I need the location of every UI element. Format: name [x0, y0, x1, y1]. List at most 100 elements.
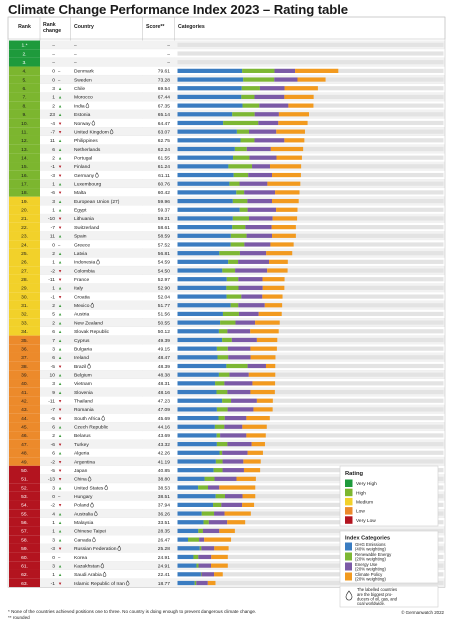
- score-label: 36.26: [158, 511, 171, 517]
- rank-cell: [9, 474, 40, 484]
- bar-energy-use: [254, 138, 285, 143]
- country-label: Sweden: [74, 77, 92, 83]
- rank-change-value: 7: [52, 338, 55, 344]
- rank-label: 58.: [21, 537, 28, 543]
- bar-ghg: [177, 528, 199, 534]
- score-track: [177, 198, 444, 204]
- bar-renewable: [218, 372, 230, 377]
- rank-label: 19.: [21, 199, 28, 205]
- note-text-line: are the biggest pro-: [357, 592, 393, 597]
- bar-ghg: [177, 520, 204, 525]
- rank-label: 22.: [21, 225, 28, 231]
- score-track: [177, 346, 444, 351]
- bar-energy-use: [254, 112, 279, 117]
- rank-label: 9.: [22, 112, 26, 118]
- bar-renewable: [230, 303, 239, 308]
- bar-policy: [250, 389, 275, 395]
- rank-change-value: -4: [51, 121, 56, 127]
- score-label: 59.37: [158, 208, 171, 214]
- country-label: India: [74, 103, 85, 109]
- category-swatch: [345, 542, 352, 551]
- bar-policy: [276, 207, 298, 212]
- country-label: Norway: [74, 121, 91, 127]
- header-rank: Rank: [18, 24, 31, 30]
- bar-policy: [288, 103, 314, 108]
- rank-change-arrow: ▼: [58, 294, 62, 299]
- score-label: 25.28: [158, 546, 171, 552]
- oil-drop-icon: [91, 120, 96, 126]
- category-swatch: [345, 562, 352, 571]
- country-label: Italy: [74, 286, 84, 292]
- rank-change-arrow: ▼: [58, 503, 62, 508]
- score-label: 49.39: [158, 338, 171, 344]
- country-label: China: [74, 477, 87, 483]
- bar-renewable: [222, 268, 236, 273]
- rank-cell: [9, 240, 40, 249]
- rank-label: 28.: [21, 277, 28, 283]
- category-legend-label: GHG Emissions: [355, 542, 386, 547]
- bar-energy-use: [202, 528, 220, 534]
- rank-change-arrow: ▼: [58, 277, 62, 282]
- rank-cell: [9, 396, 40, 406]
- rating-swatch: [345, 497, 353, 506]
- bar-renewable: [198, 485, 209, 490]
- score-track: [177, 311, 444, 317]
- rank-label: 35.: [21, 338, 28, 344]
- rank-cell: [9, 118, 40, 128]
- rating-swatch: [345, 488, 353, 497]
- category-legend-box: [339, 530, 439, 584]
- bar-renewable: [226, 363, 248, 369]
- rank-change-arrow: –: [58, 494, 61, 499]
- bar-ghg: [177, 415, 219, 421]
- bar-ghg: [177, 459, 216, 464]
- rank-cell: [9, 266, 40, 275]
- rank-change-arrow: ▼: [58, 268, 62, 273]
- rank-change-arrow: ▲: [58, 372, 62, 377]
- country-label: Latvia: [74, 251, 87, 257]
- country-label: European Union (27): [74, 199, 120, 205]
- bar-energy-use: [247, 363, 266, 369]
- rank-change-arrow: ▲: [58, 338, 62, 343]
- score-label: 62.75: [158, 138, 171, 144]
- rank-cell: [9, 405, 40, 414]
- score-track: [177, 407, 444, 412]
- bar-policy: [267, 181, 301, 186]
- bar-renewable: [193, 554, 199, 560]
- rank-label: 5.: [22, 77, 26, 83]
- bar-ghg: [177, 129, 237, 134]
- rank-cell: [9, 535, 40, 544]
- rank-cell: [9, 57, 40, 67]
- score-track: [177, 554, 444, 560]
- bar-policy: [219, 528, 235, 534]
- country-label: Croatia: [74, 294, 90, 300]
- bar-policy: [256, 398, 273, 403]
- rank-change-value: 3: [52, 86, 55, 92]
- rank-change-value: 2: [52, 251, 55, 257]
- rank-label: 33.: [21, 320, 28, 326]
- bar-ghg: [177, 138, 241, 143]
- oil-drop-icon: [87, 476, 92, 482]
- rank-label: 52.: [21, 485, 28, 491]
- score-track: [177, 520, 444, 525]
- rank-cell: [9, 196, 40, 206]
- score-track: [177, 277, 444, 282]
- rank-cell: [9, 214, 40, 223]
- bar-energy-use: [222, 468, 244, 473]
- rank-change-value: -11: [48, 277, 55, 283]
- rank-change-arrow: –: [58, 77, 61, 82]
- bar-energy-use: [222, 450, 248, 455]
- bar-energy-use: [198, 554, 212, 560]
- score-track: [177, 207, 444, 212]
- score-track: [177, 225, 444, 230]
- bar-ghg: [177, 68, 243, 73]
- rank-cell: [9, 465, 40, 475]
- oil-drop-icon: [102, 571, 107, 577]
- rank-label: 3.: [22, 60, 26, 66]
- bar-energy-use: [254, 94, 285, 100]
- bar-policy: [262, 294, 283, 299]
- oil-drop-icon: [104, 484, 108, 491]
- bar-renewable: [213, 502, 222, 507]
- note-text-line: The labelled countries: [357, 587, 397, 592]
- bar-energy-use: [224, 424, 243, 429]
- rank-label: 43.: [21, 407, 28, 413]
